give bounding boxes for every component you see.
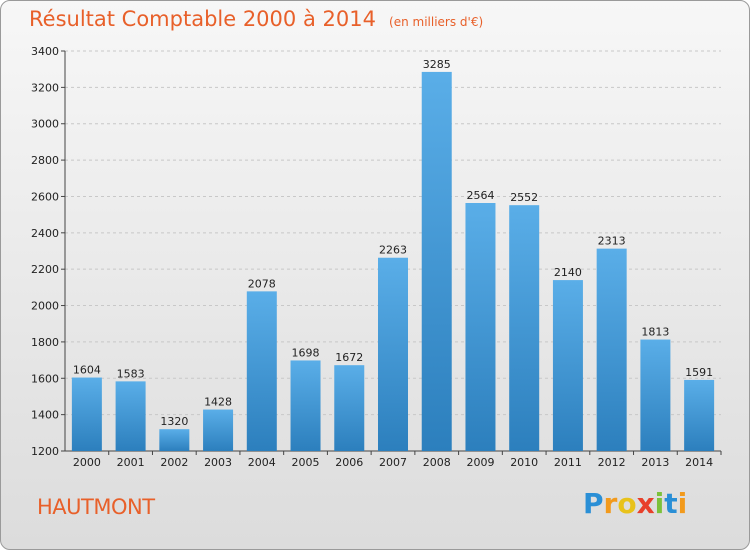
value-label: 3285 xyxy=(423,58,451,71)
x-tick-label: 2014 xyxy=(685,456,713,469)
logo-letter: r xyxy=(603,487,618,520)
x-tick-label: 2012 xyxy=(598,456,626,469)
y-tick-label: 1800 xyxy=(31,336,59,349)
value-label: 1583 xyxy=(117,367,145,380)
title-block: Résultat Comptable 2000 à 2014 (en milli… xyxy=(29,7,483,31)
logo-letter: i xyxy=(677,487,688,520)
bar xyxy=(378,257,408,451)
x-tick-label: 2010 xyxy=(510,456,538,469)
x-tick-label: 2008 xyxy=(423,456,451,469)
bar xyxy=(290,360,321,451)
x-tick-label: 2006 xyxy=(335,456,363,469)
bar xyxy=(421,71,452,451)
bar xyxy=(684,379,715,451)
y-tick-label: 1400 xyxy=(31,409,59,422)
logo-letter: t xyxy=(664,487,678,520)
logo-letter: x xyxy=(636,487,655,520)
value-label: 2263 xyxy=(379,244,407,257)
value-label: 1813 xyxy=(641,326,669,339)
x-tick-label: 2004 xyxy=(248,456,276,469)
y-tick-label: 2600 xyxy=(31,190,59,203)
value-label: 2552 xyxy=(510,191,538,204)
value-label: 2078 xyxy=(248,277,276,290)
y-tick-label: 2000 xyxy=(31,300,59,313)
x-tick-label: 2000 xyxy=(73,456,101,469)
logo-letter: P xyxy=(583,487,604,520)
x-tick-label: 2003 xyxy=(204,456,232,469)
x-tick-label: 2011 xyxy=(554,456,582,469)
bar xyxy=(246,291,277,451)
y-tick-label: 3000 xyxy=(31,118,59,131)
bar xyxy=(509,205,540,451)
y-tick-label: 2800 xyxy=(31,154,59,167)
bar xyxy=(640,339,671,451)
x-tick-label: 2013 xyxy=(641,456,669,469)
y-tick-label: 2200 xyxy=(31,263,59,276)
bar xyxy=(115,381,146,451)
value-label: 2564 xyxy=(466,189,494,202)
x-tick-label: 2005 xyxy=(292,456,320,469)
value-label: 1320 xyxy=(160,415,188,428)
value-label: 2313 xyxy=(598,235,626,248)
bar xyxy=(465,203,496,451)
bar xyxy=(159,429,190,451)
x-tick-label: 2007 xyxy=(379,456,407,469)
bar xyxy=(552,280,583,451)
value-label: 1428 xyxy=(204,396,232,409)
chart-title: Résultat Comptable 2000 à 2014 xyxy=(29,7,376,31)
bar xyxy=(334,365,365,451)
value-label: 1604 xyxy=(73,364,101,377)
logo-letter: o xyxy=(617,487,637,520)
chart-subtitle: (en milliers d'€) xyxy=(389,15,484,29)
y-tick-label: 1600 xyxy=(31,372,59,385)
y-tick-label: 2400 xyxy=(31,227,59,240)
commune-name: HAUTMONT xyxy=(37,495,155,519)
bar xyxy=(596,248,627,451)
value-label: 1698 xyxy=(292,346,320,359)
value-label: 1672 xyxy=(335,351,363,364)
x-tick-label: 2001 xyxy=(117,456,145,469)
value-label: 1591 xyxy=(685,366,713,379)
bar xyxy=(203,409,234,451)
x-tick-label: 2002 xyxy=(160,456,188,469)
y-tick-label: 3200 xyxy=(31,81,59,94)
value-label: 2140 xyxy=(554,266,582,279)
y-tick-label: 3400 xyxy=(31,45,59,58)
logo-letter: i xyxy=(654,487,665,520)
proxiti-logo: Proxiti xyxy=(583,487,687,520)
y-tick-label: 1200 xyxy=(31,445,59,458)
bar xyxy=(71,377,102,451)
x-tick-label: 2009 xyxy=(466,456,494,469)
